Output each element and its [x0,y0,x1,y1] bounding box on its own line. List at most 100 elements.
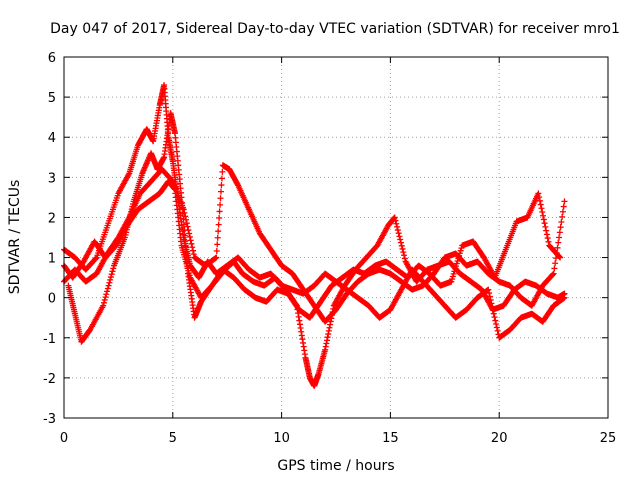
data-point [108,271,115,278]
data-point [216,208,223,215]
data-point [218,182,225,189]
data-point [92,255,99,262]
data-point [187,237,194,244]
data-point [394,223,401,230]
data-point [543,231,550,238]
data-point [395,230,402,237]
data-point [185,227,192,234]
grid-lines [64,57,608,418]
data-point [180,206,187,213]
data-point [216,215,223,222]
x-tick-label: 25 [600,431,617,446]
data-point [397,236,404,243]
data-point [485,286,492,293]
data-point [554,244,561,251]
data-point [543,227,550,234]
x-tick-label: 20 [491,431,508,446]
data-point [551,265,558,272]
data-point [536,194,543,201]
data-point [542,223,549,230]
data-point [105,282,112,289]
data-point [397,239,404,246]
data-point [189,244,196,251]
y-tick-label: -2 [43,372,56,387]
data-point [535,190,542,197]
data-point [553,249,560,256]
data-point [183,220,190,227]
x-tick-label: 5 [169,431,177,446]
x-tick-label: 10 [273,431,290,446]
data-point [217,188,224,195]
y-tick-labels: -3 -2 -1 0 1 2 3 4 5 6 [43,51,56,427]
data-point [102,294,109,301]
data-point [110,265,117,272]
data-point [540,212,547,219]
axis-ticks [63,56,609,419]
data-point [182,243,189,250]
data-point [396,233,403,240]
data-point [492,317,499,324]
data-point [541,220,548,227]
data-point [104,285,111,292]
data-point [293,301,300,308]
data-point [556,234,563,241]
data-point [103,291,110,298]
data-point [106,279,113,286]
y-axis-label: SDTVAR / TECUs [7,180,23,295]
data-point [214,241,221,248]
data-point [556,253,563,260]
data-point [493,321,500,328]
data-point [561,198,568,205]
data-point [393,220,400,227]
data-point [107,274,114,281]
series-track-3 [61,178,568,389]
data-point [493,324,500,331]
x-tick-label: 15 [382,431,399,446]
data-point [188,240,195,247]
y-tick-label: 3 [48,171,56,186]
data-point [536,197,543,204]
data-point [494,327,501,334]
data-point [552,255,559,262]
data-point [214,234,221,241]
data-point [100,302,107,309]
data-point [217,201,224,208]
data-point [218,175,225,182]
data-point [540,216,547,223]
x-tick-label: 0 [60,431,68,446]
data-point [182,213,189,220]
data-point [184,223,191,230]
data-point [486,290,493,297]
y-tick-label: 5 [48,91,56,106]
data-point [392,217,399,224]
y-tick-label: 0 [48,292,56,307]
data-point [549,271,556,278]
data-point [190,247,197,254]
y-tick-label: -3 [43,412,56,427]
data-point [213,254,220,261]
data-point [394,227,401,234]
data-point [104,288,111,295]
y-tick-label: 1 [48,252,56,267]
data-point [558,219,565,226]
y-tick-label: -1 [43,332,56,347]
data-point [544,235,551,242]
data-point [561,290,568,297]
data-point [538,205,545,212]
data-point [556,229,563,236]
data-point [560,203,567,210]
data-marks [61,82,568,389]
data-point [550,270,557,277]
data-point [101,296,108,303]
data-point [186,230,193,237]
data-point [190,251,197,258]
data-point [391,214,398,221]
data-point [491,314,498,321]
data-point [401,255,408,262]
data-point [537,201,544,208]
x-tick-labels: 0 5 10 15 20 25 [60,431,616,446]
data-point [398,242,405,249]
data-point [107,276,114,283]
series-track-4 [61,162,568,325]
